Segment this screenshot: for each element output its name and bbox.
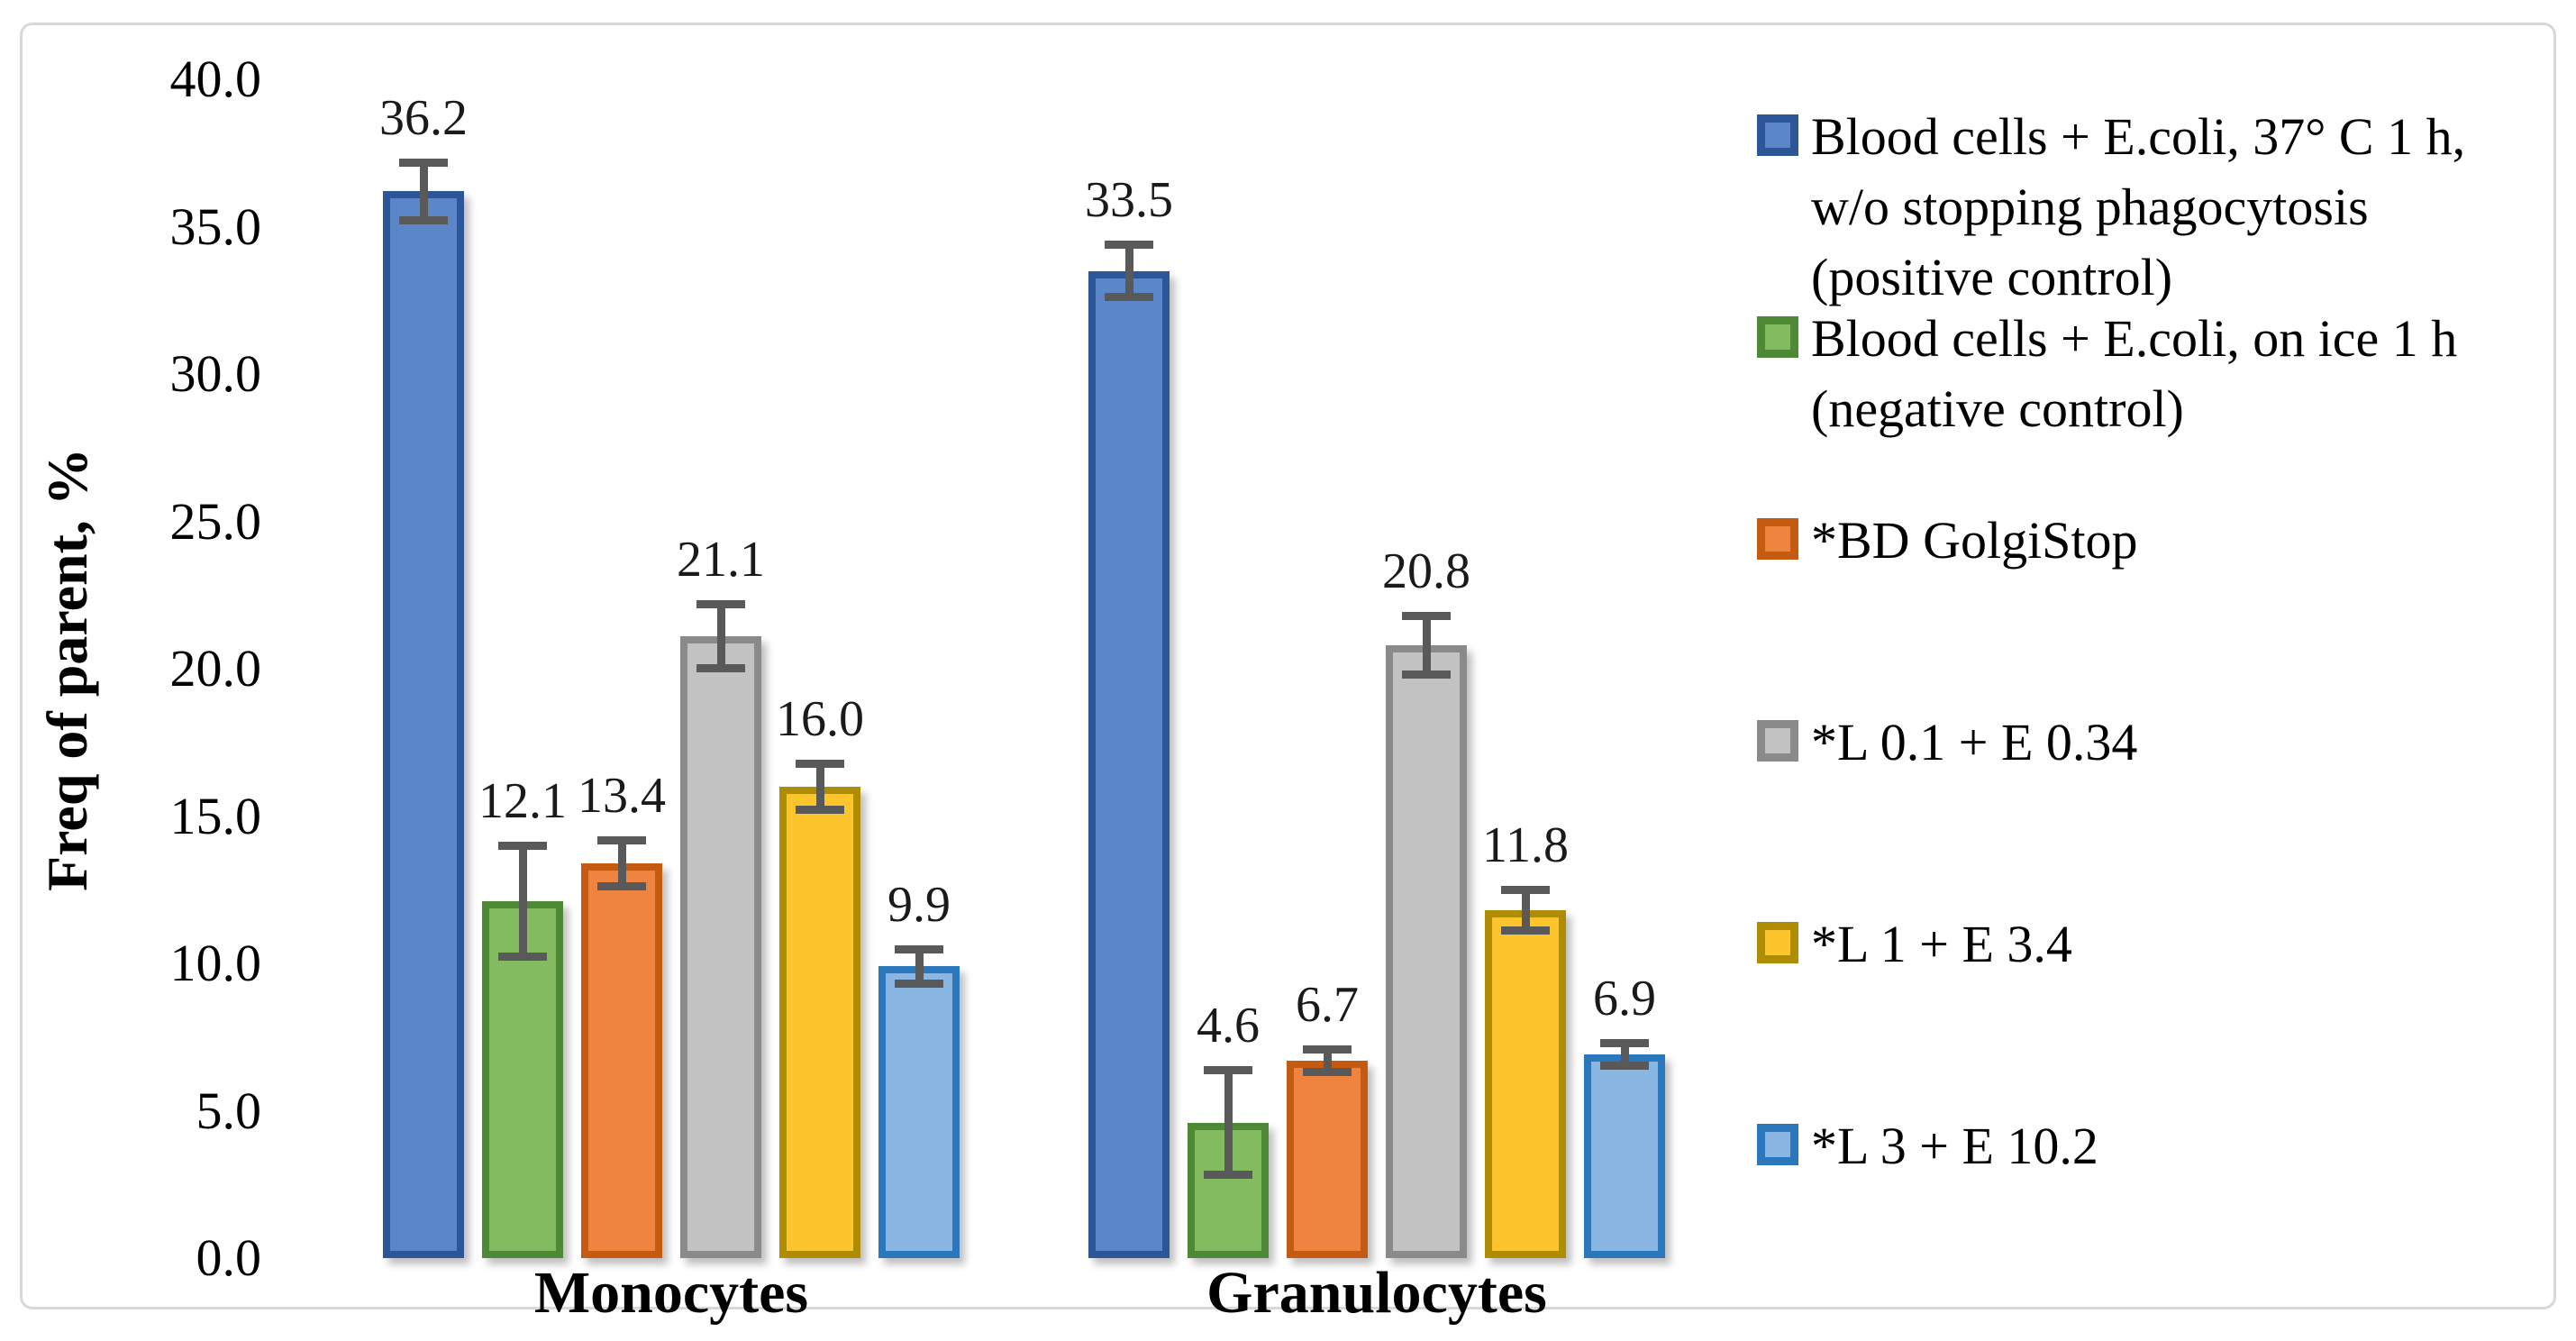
y-tick-label: 5.0 (196, 1081, 262, 1140)
error-bar-line (617, 839, 626, 887)
category-label-granulocytes: Granulocytes (1206, 1260, 1547, 1326)
legend-label: *L 1 + E 3.4 (1811, 915, 2072, 973)
legend-swatch-icon (1757, 518, 1798, 560)
error-bar-cap-top (1105, 241, 1153, 250)
error-bar-cap-top (1204, 1065, 1252, 1074)
bar-monocytes-s3 (581, 862, 662, 1258)
error-bar-line (915, 948, 924, 984)
error-bar-cap-top (895, 944, 943, 953)
error-bar-cap-bottom (1402, 670, 1451, 679)
error-bar-cap-bottom (1303, 1067, 1352, 1076)
bar-monocytes-s4 (680, 636, 761, 1258)
error-bar-line (815, 762, 824, 810)
error-bar-cap-top (1402, 612, 1451, 621)
error-bar-line (1620, 1043, 1629, 1067)
legend-label: *L 3 + E 10.2 (1811, 1117, 2098, 1175)
error-bar-cap-bottom (399, 215, 448, 224)
legend-item: *BD GolgiStop (1757, 506, 2568, 576)
legend-swatch-icon (1757, 720, 1798, 762)
legend-swatch-icon (1757, 1124, 1798, 1165)
bar-granulocytes-s6 (1584, 1054, 1665, 1258)
legend-swatch-icon (1757, 114, 1798, 156)
bar-value-label: 16.0 (776, 690, 864, 747)
legend-item: Blood cells + E.coli, on ice 1 h (negati… (1757, 304, 2568, 444)
error-bar-cap-top (597, 835, 646, 844)
error-bar-line (716, 604, 725, 669)
error-bar-cap-bottom (1204, 1171, 1252, 1180)
legend-item: *L 0.1 + E 0.34 (1757, 707, 2568, 778)
bar-granulocytes-s1 (1088, 270, 1170, 1258)
error-bar-line (1422, 616, 1431, 675)
bar-value-label: 4.6 (1197, 997, 1260, 1054)
error-bar-line (419, 161, 428, 221)
legend-label: Blood cells + E.coli, 37° C 1 h, w/o sto… (1811, 107, 2466, 306)
legend-swatch-icon (1757, 922, 1798, 963)
bar-value-label: 9.9 (887, 876, 951, 933)
y-tick-label: 35.0 (169, 196, 262, 256)
bar-value-label: 13.4 (578, 767, 666, 824)
error-bar-cap-bottom (796, 805, 844, 814)
y-tick-label: 10.0 (169, 934, 262, 992)
bar-value-label: 12.1 (478, 773, 567, 830)
error-bar-cap-bottom (597, 881, 646, 890)
error-bar-line (518, 845, 527, 958)
legend-swatch-icon (1757, 316, 1798, 358)
legend-item: *L 1 + E 3.4 (1757, 909, 2568, 980)
y-tick-label: 0.0 (196, 1228, 262, 1287)
error-bar-cap-top (498, 842, 547, 851)
y-tick-label: 40.0 (169, 50, 262, 108)
error-bar-line (1521, 889, 1530, 932)
error-bar-cap-bottom (895, 979, 943, 988)
bar-value-label: 11.8 (1482, 817, 1569, 874)
bar-value-label: 20.8 (1382, 543, 1470, 600)
error-bar-cap-bottom (1105, 292, 1153, 301)
error-bar-cap-bottom (1501, 926, 1550, 935)
legend-label: *L 0.1 + E 0.34 (1811, 713, 2138, 771)
bar-value-label: 33.5 (1085, 172, 1173, 229)
bar-value-label: 6.9 (1593, 971, 1656, 1027)
error-bar-line (1323, 1048, 1332, 1072)
error-bar-cap-top (1600, 1039, 1649, 1048)
bar-granulocytes-s5 (1485, 910, 1566, 1258)
error-bar-cap-bottom (696, 664, 745, 672)
error-bar-cap-top (1303, 1045, 1352, 1054)
bar-monocytes-s1 (383, 191, 464, 1258)
error-bar-cap-top (399, 158, 448, 167)
legend-item: Blood cells + E.coli, 37° C 1 h, w/o sto… (1757, 102, 2568, 313)
bar-value-label: 6.7 (1296, 976, 1359, 1033)
error-bar-line (1124, 244, 1133, 297)
y-tick-label: 25.0 (169, 491, 262, 551)
legend-item: *L 3 + E 10.2 (1757, 1111, 2568, 1181)
error-bar-cap-top (696, 600, 745, 609)
y-tick-label: 20.0 (169, 639, 262, 698)
error-bar-cap-bottom (1600, 1062, 1649, 1071)
bar-value-label: 36.2 (379, 89, 468, 146)
bar-monocytes-s5 (779, 786, 860, 1258)
bar-granulocytes-s3 (1287, 1060, 1368, 1258)
legend-label: Blood cells + E.coli, on ice 1 h (negati… (1811, 309, 2458, 438)
category-label-monocytes: Monocytes (533, 1260, 809, 1326)
error-bar-cap-top (1501, 886, 1550, 895)
error-bar-line (1224, 1069, 1233, 1176)
error-bar-cap-top (796, 759, 844, 768)
y-tick-label: 30.0 (169, 344, 262, 403)
bar-granulocytes-s4 (1386, 644, 1467, 1258)
bar-value-label: 21.1 (677, 532, 765, 588)
bar-monocytes-s6 (878, 966, 960, 1258)
legend-label: *BD GolgiStop (1811, 511, 2138, 570)
error-bar-cap-bottom (498, 953, 547, 962)
y-tick-label: 15.0 (169, 786, 262, 845)
